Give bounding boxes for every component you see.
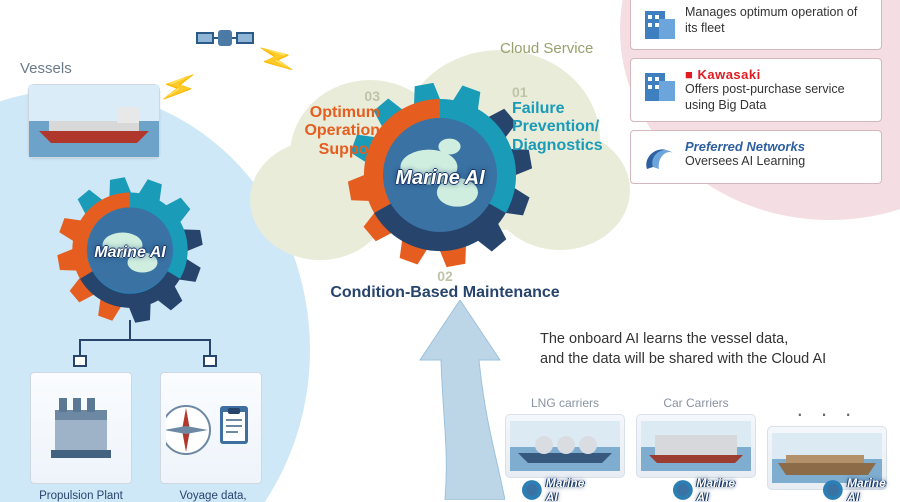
class-label: LNG carriers	[505, 396, 625, 410]
marine-ai-infographic: Cloud Service ⚡ ⚡ Vessels	[0, 0, 900, 502]
building-icon	[639, 5, 679, 43]
svc-failure-prevention: Failure Prevention/ Diagnostics	[512, 100, 622, 155]
class-label: Car Carriers	[636, 396, 756, 410]
partner-pfn: Preferred Networks Oversees AI Learning	[630, 130, 882, 184]
partner-kawasaki: ■ Kawasaki Offers post-purchase service …	[630, 58, 882, 122]
mini-gear-icon	[520, 478, 544, 502]
svc-num: 02	[330, 268, 560, 284]
item-propulsion: Propulsion Plant	[30, 372, 132, 502]
mini-gear-icon	[821, 478, 845, 502]
pfn-icon	[639, 139, 679, 177]
cloud-label: Cloud Service	[500, 40, 593, 57]
mini-gear-title: Marine AI	[696, 476, 749, 502]
engine-icon	[41, 388, 121, 468]
vessel-gear: Marine AI	[55, 175, 205, 325]
partner-desc: Oversees AI Learning	[685, 154, 871, 170]
partner-desc: Offers post-purchase service using Big D…	[685, 82, 871, 113]
building-icon	[639, 67, 679, 105]
svc-num: 03	[285, 88, 380, 104]
vessels-label: Vessels	[20, 60, 72, 77]
mini-gear-icon	[671, 478, 695, 502]
share-note: The onboard AI learns the vessel data, a…	[540, 330, 880, 369]
svc-optimum-operation: Optimum Operation Support	[285, 104, 380, 159]
vessel-photo-card	[28, 84, 160, 158]
vessel-tree-connector	[60, 320, 280, 380]
mini-gear-row: Marine AI Marine AI Marine AI	[520, 476, 900, 502]
partner-name: Preferred Networks	[685, 139, 871, 154]
mini-gear-title: Marine AI	[847, 476, 900, 502]
satellite-icon	[190, 10, 260, 75]
car-carrier-icon	[641, 421, 751, 471]
class-lng: LNG carriers	[505, 396, 625, 478]
share-arrow-icon	[415, 300, 505, 500]
item-voyage-data: Voyage data, Maintenance log, etc	[160, 372, 266, 502]
mini-gear-title: Marine AI	[546, 476, 599, 502]
lng-ship-icon	[510, 421, 620, 471]
item-caption: Voyage data, Maintenance log, etc	[160, 490, 266, 502]
compass-clipboard-icon	[166, 388, 256, 468]
partner-shipping: Manages optimum operation of its fleet	[630, 0, 882, 50]
class-car: Car Carriers	[636, 396, 756, 478]
partner-name: ■ Kawasaki	[685, 67, 871, 82]
class-label: . . .	[767, 396, 887, 422]
partner-desc: Manages optimum operation of its fleet	[685, 5, 871, 36]
svc-num: 01	[512, 84, 622, 100]
item-caption: Propulsion Plant	[30, 490, 132, 502]
